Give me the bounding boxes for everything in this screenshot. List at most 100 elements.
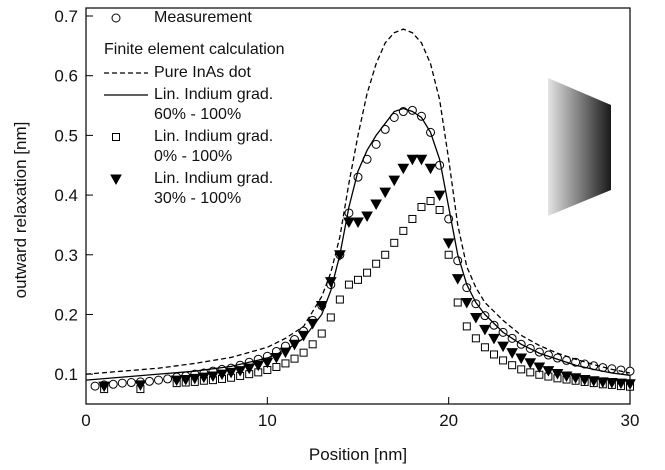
legend-entry: Lin. Indium grad. 30% - 100% bbox=[104, 169, 285, 209]
marker-square bbox=[281, 359, 290, 368]
marker-triangle bbox=[297, 330, 310, 342]
plot-frame bbox=[85, 7, 631, 405]
marker-square bbox=[390, 238, 399, 247]
legend-icon bbox=[104, 94, 148, 96]
marker-triangle bbox=[110, 174, 122, 186]
legend-icon bbox=[104, 72, 148, 74]
x-tick-label: 10 bbox=[258, 411, 277, 430]
y-tick-label: 0.7 bbox=[54, 7, 78, 26]
line-series bbox=[85, 107, 631, 381]
marker-circle bbox=[90, 381, 100, 391]
y-tick-label: 0.4 bbox=[54, 186, 78, 205]
marker-triangle bbox=[388, 175, 401, 187]
marker-triangle bbox=[225, 367, 237, 379]
marker-triangle bbox=[587, 376, 600, 387]
marker-triangle bbox=[379, 187, 392, 199]
marker-square bbox=[499, 356, 508, 365]
marker-triangle bbox=[624, 379, 636, 390]
marker-triangle bbox=[470, 312, 482, 324]
line-series bbox=[85, 28, 631, 375]
marker-triangle bbox=[397, 163, 410, 175]
marker-triangle bbox=[324, 277, 337, 288]
marker-triangle bbox=[261, 357, 274, 369]
legend-label: Lin. Indium grad. 0% - 100% bbox=[154, 128, 274, 165]
marker-triangle bbox=[460, 298, 473, 309]
legend-label: Pure InAs dot bbox=[154, 64, 251, 81]
marker-circle bbox=[111, 13, 121, 23]
marker-triangle bbox=[569, 373, 582, 384]
legend-entry: Lin. Indium grad. 0% - 100% bbox=[104, 127, 285, 167]
marker-triangle bbox=[596, 377, 609, 388]
marker-triangle bbox=[615, 378, 627, 390]
marker-triangle bbox=[479, 324, 491, 336]
dot-shape-icon bbox=[548, 78, 611, 216]
marker-circle bbox=[154, 375, 164, 385]
marker-square bbox=[408, 214, 417, 223]
y-tick-label: 0.1 bbox=[54, 365, 78, 384]
marker-square bbox=[508, 361, 517, 370]
marker-square bbox=[444, 250, 453, 259]
marker-square bbox=[363, 268, 372, 277]
marker-triangle bbox=[270, 352, 283, 364]
marker-triangle bbox=[551, 369, 564, 380]
marker-triangle bbox=[542, 366, 555, 377]
marker-triangle bbox=[252, 360, 265, 372]
marker-square bbox=[344, 280, 353, 289]
marker-square bbox=[317, 329, 326, 338]
marker-triangle bbox=[497, 341, 509, 353]
marker-triangle bbox=[179, 375, 192, 386]
marker-triangle bbox=[488, 333, 500, 345]
marker-square bbox=[471, 334, 480, 343]
legend: Measurement Finite element calculation Pur… bbox=[104, 8, 285, 211]
legend-label: Lin. Indium grad. 30% - 100% bbox=[154, 170, 274, 207]
legend-label: Lin. Indium grad. 60% - 100% bbox=[154, 86, 274, 123]
marker-triangle bbox=[243, 363, 256, 375]
marker-square bbox=[381, 250, 390, 259]
legend-entry: Measurement bbox=[104, 8, 285, 28]
marker-circle bbox=[625, 366, 635, 376]
legend-entry: Pure InAs dot bbox=[104, 63, 285, 83]
marker-square bbox=[480, 343, 489, 352]
marker-triangle bbox=[306, 318, 319, 330]
marker-square bbox=[272, 362, 281, 371]
marker-triangle bbox=[352, 217, 364, 228]
marker-triangle bbox=[506, 348, 518, 359]
marker-circle bbox=[580, 359, 590, 369]
marker-triangle bbox=[188, 373, 201, 385]
marker-triangle bbox=[578, 375, 591, 386]
marker-triangle bbox=[442, 238, 455, 249]
marker-square bbox=[517, 365, 526, 374]
marker-triangle bbox=[170, 375, 183, 387]
marker-square bbox=[335, 295, 344, 304]
marker-triangle bbox=[98, 381, 110, 393]
marker-square bbox=[308, 340, 317, 349]
marker-circle bbox=[144, 376, 154, 386]
marker-square bbox=[399, 226, 408, 235]
marker-triangle bbox=[343, 217, 355, 228]
marker-square bbox=[417, 203, 426, 212]
marker-circle bbox=[117, 378, 127, 388]
marker-square bbox=[453, 298, 462, 307]
marker-triangle bbox=[560, 371, 573, 382]
marker-triangle bbox=[515, 353, 528, 365]
marker-triangle bbox=[207, 371, 219, 382]
marker-circle bbox=[489, 320, 499, 330]
marker-square bbox=[112, 133, 120, 141]
marker-triangle bbox=[533, 362, 546, 374]
marker-triangle bbox=[234, 366, 246, 377]
legend-label: Measurement bbox=[154, 9, 252, 26]
legend-icon bbox=[110, 174, 122, 186]
marker-triangle bbox=[334, 250, 346, 261]
marker-triangle bbox=[451, 274, 464, 285]
marker-triangle bbox=[315, 301, 328, 312]
marker-circle bbox=[163, 374, 173, 384]
marker-square bbox=[290, 354, 299, 363]
marker-square bbox=[526, 368, 535, 377]
marker-triangle bbox=[216, 369, 228, 381]
marker-circle bbox=[126, 378, 136, 388]
marker-square bbox=[372, 259, 381, 268]
marker-triangle bbox=[524, 358, 537, 369]
marker-circle bbox=[108, 379, 118, 389]
marker-triangle bbox=[406, 154, 419, 166]
